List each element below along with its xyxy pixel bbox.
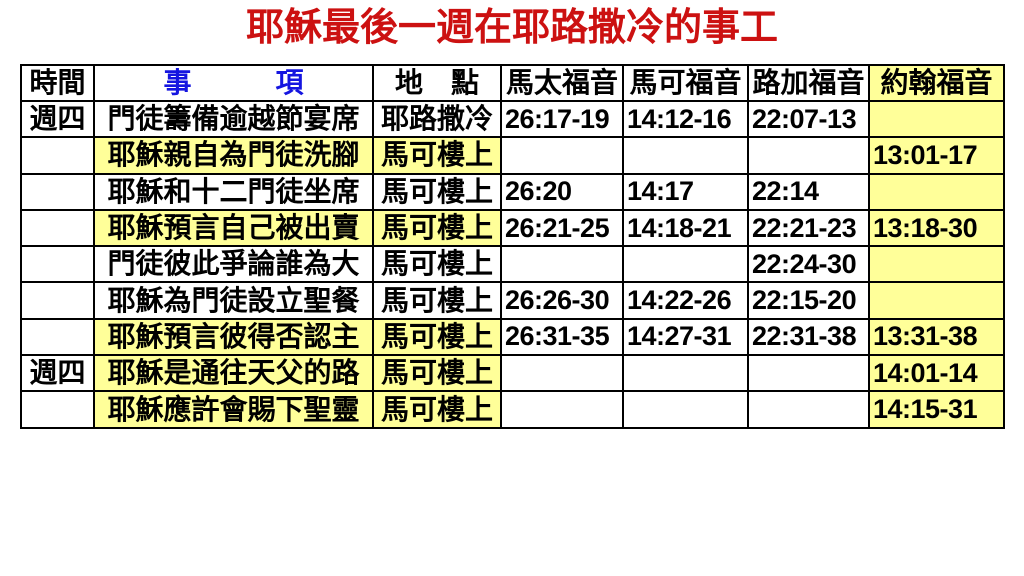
cell-mark — [622, 245, 749, 284]
table-row: 耶穌預言自己被出賣 馬可樓上 26:21-25 14:18-21 22:21-23 13:… — [20, 208, 1005, 248]
cell-mark: 14:18-21 — [622, 208, 749, 248]
table-row: 耶穌和十二門徒坐席 馬可樓上 26:20 14:17 22:14 — [20, 172, 1005, 211]
cell-event: 耶穌預言自己被出賣 — [93, 208, 374, 248]
cell-mark — [622, 390, 749, 429]
cell-mark: 14:22-26 — [622, 281, 749, 320]
schedule-table: 時間 事 項 地 點 馬太福音 馬可福音 路加福音 約翰福音 週四 門徒籌備逾越節… — [20, 64, 1005, 429]
cell-place: 馬可樓上 — [372, 136, 502, 175]
cell-time — [20, 136, 95, 175]
table-row: 週四 耶穌是通往天父的路 馬可樓上 14:01-14 — [20, 354, 1005, 393]
cell-time — [20, 172, 95, 211]
cell-matthew — [500, 136, 624, 175]
cell-luke: 22:15-20 — [747, 281, 870, 320]
cell-john: 14:01-14 — [868, 354, 1005, 393]
cell-event: 耶穌是通往天父的路 — [93, 354, 374, 393]
cell-matthew: 26:21-25 — [500, 208, 624, 248]
cell-john: 13:18-30 — [868, 208, 1005, 248]
table-row: 耶穌應許會賜下聖靈 馬可樓上 14:15-31 — [20, 390, 1005, 429]
cell-mark: 14:17 — [622, 172, 749, 211]
cell-place: 馬可樓上 — [372, 354, 502, 393]
col-header-luke: 路加福音 — [747, 64, 870, 102]
cell-john: 13:01-17 — [868, 136, 1005, 175]
cell-time — [20, 390, 95, 429]
schedule-table-body: 週四 門徒籌備逾越節宴席 耶路撒冷 26:17-19 14:12-16 22:07-13 耶… — [20, 99, 1005, 429]
cell-place: 馬可樓上 — [372, 317, 502, 357]
col-header-mark: 馬可福音 — [622, 64, 749, 102]
table-row: 耶穌為門徒設立聖餐 馬可樓上 26:26-30 14:22-26 22:15-20 — [20, 281, 1005, 320]
cell-event: 門徒籌備逾越節宴席 — [93, 99, 374, 139]
cell-place: 馬可樓上 — [372, 281, 502, 320]
cell-time — [20, 245, 95, 284]
cell-john: 13:31-38 — [868, 317, 1005, 357]
table-row: 耶穌親自為門徒洗腳 馬可樓上 13:01-17 — [20, 136, 1005, 175]
cell-place: 馬可樓上 — [372, 172, 502, 211]
cell-event: 耶穌預言彼得否認主 — [93, 317, 374, 357]
cell-place: 馬可樓上 — [372, 390, 502, 429]
cell-john — [868, 281, 1005, 320]
cell-matthew — [500, 354, 624, 393]
cell-matthew — [500, 390, 624, 429]
cell-luke: 22:21-23 — [747, 208, 870, 248]
cell-time: 週四 — [20, 354, 95, 393]
cell-time — [20, 281, 95, 320]
cell-time: 週四 — [20, 99, 95, 139]
cell-place: 耶路撒冷 — [372, 99, 502, 139]
col-header-time: 時間 — [20, 64, 95, 102]
cell-matthew: 26:31-35 — [500, 317, 624, 357]
cell-mark — [622, 354, 749, 393]
cell-event: 耶穌應許會賜下聖靈 — [93, 390, 374, 429]
cell-matthew: 26:20 — [500, 172, 624, 211]
cell-john — [868, 245, 1005, 284]
col-header-john: 約翰福音 — [868, 64, 1005, 102]
cell-luke: 22:14 — [747, 172, 870, 211]
cell-luke — [747, 354, 870, 393]
cell-matthew — [500, 245, 624, 284]
cell-mark: 14:12-16 — [622, 99, 749, 139]
cell-event: 耶穌和十二門徒坐席 — [93, 172, 374, 211]
col-header-event: 事 項 — [93, 64, 374, 102]
cell-event: 門徒彼此爭論誰為大 — [93, 245, 374, 284]
cell-time — [20, 208, 95, 248]
cell-john — [868, 99, 1005, 139]
table-row: 耶穌預言彼得否認主 馬可樓上 26:31-35 14:27-31 22:31-38 13:… — [20, 317, 1005, 357]
cell-luke: 22:07-13 — [747, 99, 870, 139]
cell-place: 馬可樓上 — [372, 245, 502, 284]
cell-matthew: 26:26-30 — [500, 281, 624, 320]
cell-luke: 22:24-30 — [747, 245, 870, 284]
table-row: 週四 門徒籌備逾越節宴席 耶路撒冷 26:17-19 14:12-16 22:07-13 — [20, 99, 1005, 139]
cell-matthew: 26:17-19 — [500, 99, 624, 139]
cell-mark: 14:27-31 — [622, 317, 749, 357]
header-row: 時間 事 項 地 點 馬太福音 馬可福音 路加福音 約翰福音 — [20, 64, 1005, 102]
cell-place: 馬可樓上 — [372, 208, 502, 248]
cell-time — [20, 317, 95, 357]
col-header-matthew: 馬太福音 — [500, 64, 624, 102]
cell-luke — [747, 136, 870, 175]
cell-luke — [747, 390, 870, 429]
cell-event: 耶穌為門徒設立聖餐 — [93, 281, 374, 320]
cell-john — [868, 172, 1005, 211]
cell-luke: 22:31-38 — [747, 317, 870, 357]
cell-event: 耶穌親自為門徒洗腳 — [93, 136, 374, 175]
table-row: 門徒彼此爭論誰為大 馬可樓上 22:24-30 — [20, 245, 1005, 284]
cell-mark — [622, 136, 749, 175]
col-header-place: 地 點 — [372, 64, 502, 102]
cell-john: 14:15-31 — [868, 390, 1005, 429]
page-title: 耶穌最後一週在耶路撒冷的事工 — [245, 7, 778, 49]
